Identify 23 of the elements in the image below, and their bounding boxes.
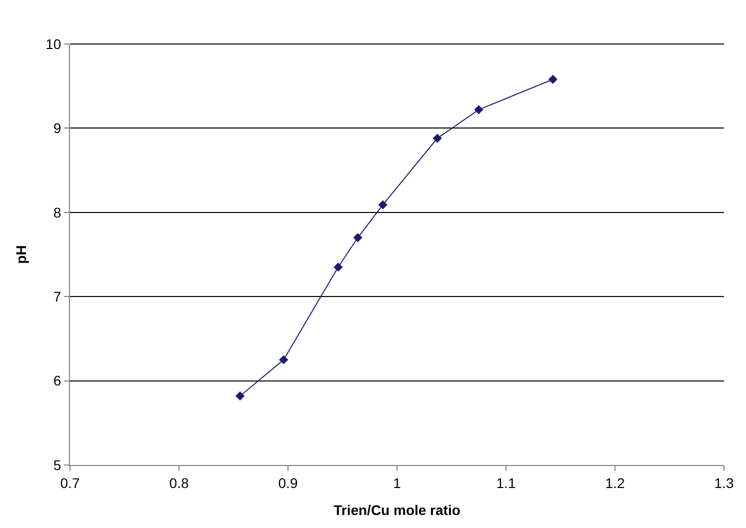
x-tick-label: 1.1 bbox=[496, 474, 516, 491]
y-tick-label: 9 bbox=[53, 120, 62, 136]
point bbox=[334, 262, 343, 272]
point bbox=[353, 233, 362, 242]
point bbox=[548, 74, 558, 84]
x-tick-label: 1 bbox=[393, 474, 402, 491]
point bbox=[235, 391, 245, 401]
point bbox=[279, 355, 288, 364]
x-tick-label: 0.9 bbox=[278, 474, 298, 491]
x-axis-title: Trien/Cu mole ratio bbox=[334, 502, 460, 518]
y-tick-label: 7 bbox=[53, 288, 62, 304]
y-tick-label: 10 bbox=[46, 36, 62, 52]
point bbox=[474, 105, 484, 114]
x-tick-label: 1.3 bbox=[714, 474, 734, 491]
x-tick-label: 0.7 bbox=[60, 474, 80, 491]
point bbox=[432, 134, 442, 143]
y-tick-label: 6 bbox=[53, 372, 62, 389]
x-tick-label: 1.2 bbox=[605, 474, 625, 491]
x-tick-label: 0.8 bbox=[169, 474, 189, 491]
y-tick-label: 8 bbox=[53, 204, 62, 220]
point bbox=[378, 200, 388, 210]
y-axis-title: pH bbox=[13, 245, 30, 264]
y-tick-label: 5 bbox=[53, 456, 62, 473]
